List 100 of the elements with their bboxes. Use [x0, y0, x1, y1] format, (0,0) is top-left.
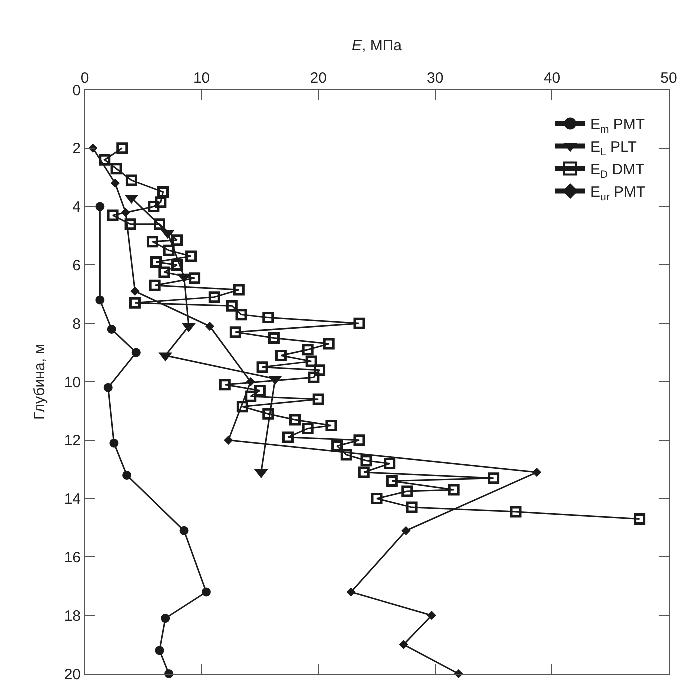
point [148, 201, 160, 213]
point [202, 588, 211, 597]
point [371, 493, 383, 505]
point [150, 256, 162, 268]
point [448, 484, 460, 496]
point [96, 296, 105, 305]
x-tick-label: 10 [193, 70, 210, 87]
point [161, 614, 170, 624]
point [360, 455, 372, 467]
point [332, 440, 344, 452]
x-tick-label: 30 [427, 70, 444, 87]
point [189, 272, 201, 284]
point [172, 234, 184, 246]
point [354, 318, 366, 330]
point [488, 472, 500, 484]
point [236, 401, 248, 413]
point [236, 309, 248, 321]
point [268, 332, 280, 344]
point [155, 646, 164, 656]
x-tick-label: 40 [544, 70, 561, 87]
point [121, 208, 130, 218]
point [149, 280, 161, 292]
legend-label: E$_{L}$ PLT [590, 139, 637, 158]
point [340, 449, 352, 461]
legend-label: E$_{D}$ DMT [590, 162, 645, 181]
point [110, 438, 119, 448]
point [110, 163, 122, 175]
point [312, 394, 324, 406]
point [186, 250, 198, 262]
x-tick-label: 50 [660, 70, 678, 87]
point [172, 259, 184, 271]
y-tick-label: 2 [72, 140, 81, 158]
y-tick-label: 12 [64, 432, 81, 450]
x-tick-label: 20 [310, 70, 327, 87]
y-tick-label: 18 [64, 608, 81, 625]
point [306, 356, 318, 368]
point [110, 178, 120, 188]
legend-label: E$_{m}$ PMT [590, 116, 646, 136]
x-axis-title: E, МПа [352, 37, 403, 54]
y-tick-label: 6 [72, 257, 81, 274]
point [208, 292, 220, 304]
point [99, 154, 111, 166]
point [104, 383, 113, 392]
point [326, 420, 338, 432]
point [386, 476, 398, 488]
point [262, 312, 274, 324]
y-tick-label: 0 [72, 82, 81, 100]
point [107, 324, 116, 334]
point [634, 513, 646, 525]
point [354, 434, 366, 446]
point [406, 502, 418, 514]
point [219, 379, 231, 391]
point [346, 588, 356, 597]
point [384, 458, 396, 470]
point [154, 218, 166, 230]
point [226, 300, 238, 312]
point [275, 350, 287, 362]
point [510, 506, 522, 518]
point [205, 322, 215, 332]
point [358, 466, 370, 478]
y-tick-label: 14 [64, 491, 81, 508]
y-tick-label: 8 [72, 316, 81, 333]
point [256, 362, 268, 374]
point [282, 432, 294, 444]
point [130, 286, 140, 296]
y-tick-label: 16 [64, 549, 81, 566]
point [155, 196, 167, 208]
y-tick-label: 10 [64, 374, 81, 392]
point [302, 422, 314, 434]
point [254, 385, 266, 397]
y-axis-title: Глубина, м [32, 344, 49, 420]
point [308, 372, 320, 384]
point [302, 344, 314, 356]
point [399, 640, 408, 650]
point [262, 408, 274, 420]
legend-label: E$_{ur}$ PMT [590, 184, 646, 204]
y-tick-label: 4 [72, 199, 81, 216]
point [323, 338, 335, 350]
point [163, 244, 175, 256]
point [158, 266, 170, 278]
point [96, 202, 105, 212]
point [245, 390, 257, 402]
point [402, 526, 411, 536]
point [132, 348, 141, 358]
point [158, 186, 170, 198]
point [246, 377, 256, 387]
point [427, 611, 436, 620]
point [230, 326, 242, 338]
point [289, 414, 301, 426]
point [146, 236, 158, 248]
point [532, 468, 542, 478]
point [124, 218, 136, 230]
point [126, 174, 138, 186]
point [129, 297, 141, 309]
point [314, 364, 326, 376]
point [233, 284, 245, 296]
point [116, 142, 128, 154]
point [224, 436, 234, 445]
point [122, 470, 132, 480]
point [180, 526, 189, 536]
